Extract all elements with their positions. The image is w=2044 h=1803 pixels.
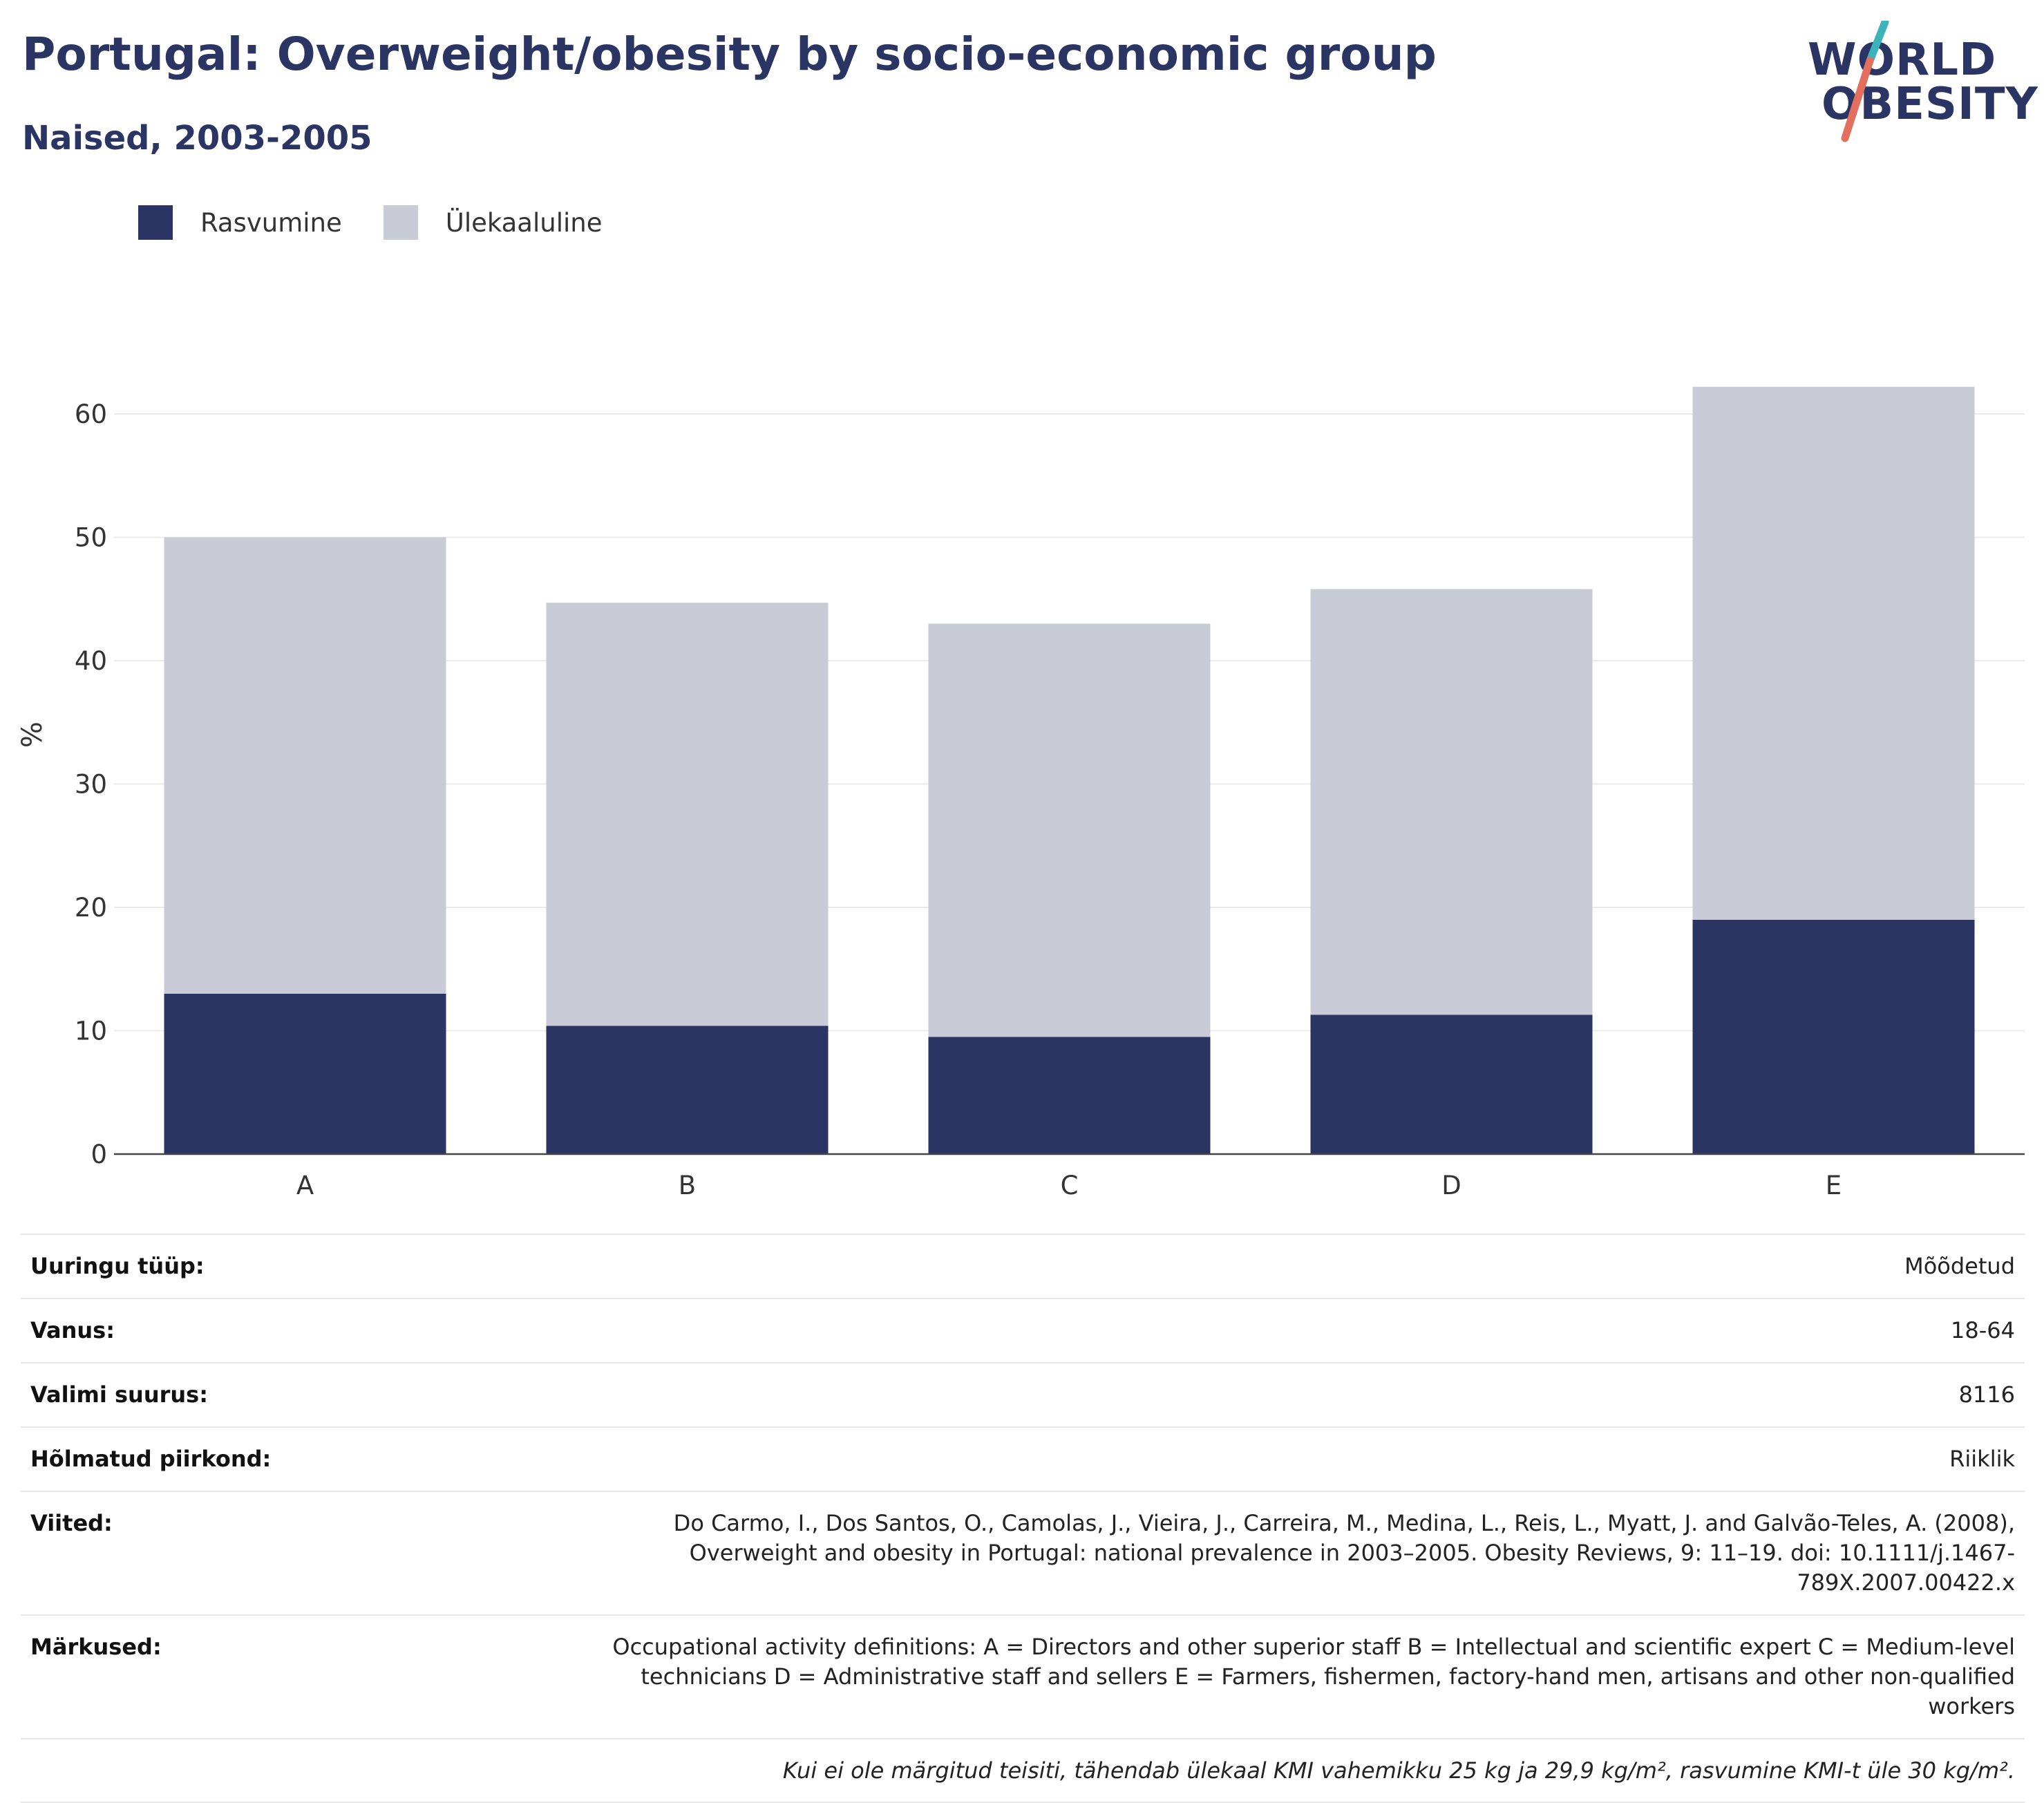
info-label: Valimi suurus: bbox=[30, 1381, 209, 1408]
info-row-age: Vanus: 18-64 bbox=[21, 1299, 2025, 1363]
legend-swatch-overweight bbox=[383, 205, 418, 240]
bar-obesity-d bbox=[1310, 1014, 1593, 1154]
footnote: Kui ei ole märgitud teisiti, tähendab ül… bbox=[21, 1739, 2025, 1803]
info-label: Viited: bbox=[30, 1510, 113, 1536]
y-tick-label: 60 bbox=[75, 399, 107, 429]
x-tick-label: D bbox=[1441, 1171, 1461, 1200]
chart-subtitle: Naised, 2003-2005 bbox=[22, 119, 372, 158]
axes: 0 10 20 30 40 50 60 A B C D E% bbox=[17, 399, 2025, 1200]
info-table: Uuringu tüüp: Mõõdetud Vanus: 18-64 Vali… bbox=[21, 1234, 2025, 1803]
info-row-area: Hõlmatud piirkond: Riiklik bbox=[21, 1428, 2025, 1492]
bar-obesity-a bbox=[164, 993, 446, 1154]
bar-chart: 0 10 20 30 40 50 60 A B C D E% bbox=[17, 386, 2025, 1200]
y-tick-label: 20 bbox=[75, 893, 107, 923]
info-value: Mõõdetud bbox=[1904, 1253, 2015, 1279]
info-label: Uuringu tüüp: bbox=[30, 1253, 205, 1279]
y-tick-label: 50 bbox=[75, 523, 107, 553]
logo-slash-icon bbox=[1841, 21, 1889, 142]
bar-overweight-b bbox=[546, 603, 829, 1026]
y-tick-label: 30 bbox=[75, 770, 107, 800]
info-row-references: Viited: Do Carmo, I., Dos Santos, O., Ca… bbox=[21, 1492, 2025, 1616]
legend-swatch-obesity bbox=[138, 205, 173, 240]
info-row-sample-size: Valimi suurus: 8116 bbox=[21, 1363, 2025, 1428]
legend-item-obesity[interactable]: Rasvumine bbox=[138, 205, 342, 240]
info-row-survey-type: Uuringu tüüp: Mõõdetud bbox=[21, 1235, 2025, 1299]
bar-overweight-e bbox=[1692, 386, 1975, 920]
y-tick-label: 40 bbox=[75, 646, 107, 676]
bar-obesity-c bbox=[928, 1037, 1211, 1154]
info-value: Riiklik bbox=[1949, 1446, 2015, 1472]
x-tick-label: C bbox=[1061, 1171, 1079, 1200]
bar-overweight-d bbox=[1310, 589, 1593, 1015]
info-value: 8116 bbox=[1958, 1381, 2015, 1408]
info-label: Vanus: bbox=[30, 1317, 115, 1343]
legend-label-overweight: Ülekaaluline bbox=[445, 207, 603, 238]
legend-item-overweight[interactable]: Ülekaaluline bbox=[383, 205, 603, 240]
bar-obesity-b bbox=[546, 1026, 829, 1154]
info-label: Märkused: bbox=[30, 1634, 162, 1660]
x-tick-label: A bbox=[296, 1171, 314, 1200]
world-obesity-logo: WORLD OBESITY bbox=[1804, 21, 2038, 145]
chart-legend: Rasvumine Ülekaaluline bbox=[138, 205, 644, 240]
bar-obesity-e bbox=[1692, 919, 1975, 1154]
info-value: 18-64 bbox=[1951, 1317, 2015, 1343]
bar-overweight-a bbox=[164, 537, 446, 994]
info-row-notes: Märkused: Occupational activity definiti… bbox=[21, 1616, 2025, 1739]
x-tick-label: E bbox=[1826, 1171, 1842, 1200]
logo-word-world: WORLD bbox=[1808, 35, 1997, 86]
info-value: Occupational activity definitions: A = D… bbox=[612, 1634, 2015, 1719]
y-tick-label: 0 bbox=[91, 1140, 107, 1169]
legend-label-obesity: Rasvumine bbox=[200, 207, 342, 238]
info-label: Hõlmatud piirkond: bbox=[30, 1446, 272, 1472]
x-tick-label: B bbox=[679, 1171, 696, 1200]
y-tick-label: 10 bbox=[75, 1017, 107, 1046]
info-value: Do Carmo, I., Dos Santos, O., Camolas, J… bbox=[673, 1510, 2015, 1596]
y-axis-title: % bbox=[17, 721, 48, 748]
bar-overweight-c bbox=[928, 623, 1211, 1037]
bars bbox=[164, 386, 1975, 1154]
chart-title: Portugal: Overweight/obesity by socio-ec… bbox=[22, 28, 1437, 81]
